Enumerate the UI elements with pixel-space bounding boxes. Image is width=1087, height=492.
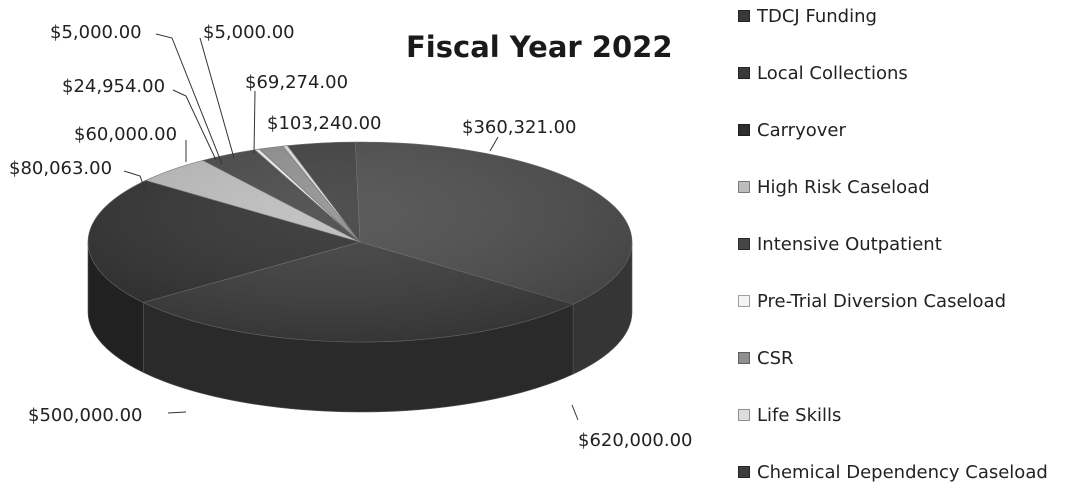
data-label-local-collections: $500,000.00 — [28, 405, 143, 426]
leader-line — [172, 89, 217, 161]
legend-label: High Risk Caseload — [757, 176, 930, 198]
legend-swatch — [738, 295, 750, 307]
data-label-intensive-outpatient: $60,000.00 — [74, 124, 177, 145]
leader-line — [167, 411, 187, 414]
legend-item: Carryover — [738, 115, 846, 145]
leader-line — [199, 37, 235, 159]
data-label-csr: $24,954.00 — [62, 76, 165, 97]
legend-swatch — [738, 466, 750, 478]
legend-item: Pre-Trial Diversion Caseload — [738, 286, 1006, 316]
leader-line — [123, 170, 147, 193]
leader-line — [571, 404, 579, 421]
chart-title: Fiscal Year 2022 — [406, 30, 673, 64]
legend-label: TDCJ Funding — [757, 5, 877, 27]
data-label-life-skills: $5,000.00 — [203, 22, 295, 43]
legend-label: Carryover — [757, 119, 846, 141]
data-label-carryover: $360,321.00 — [462, 117, 577, 138]
leader-line — [253, 90, 256, 155]
legend-item: High Risk Caseload — [738, 172, 930, 202]
legend-label: Local Collections — [757, 62, 908, 84]
pie-top-shading — [88, 142, 632, 342]
legend-label: Intensive Outpatient — [757, 233, 942, 255]
legend-swatch — [738, 238, 750, 250]
pie-top — [87, 141, 633, 343]
leader-line — [489, 136, 499, 152]
data-label-tdcj-funding: $620,000.00 — [578, 430, 693, 451]
label-leaders — [123, 33, 579, 421]
legend-item: Chemical Dependency Caseload — [738, 457, 1048, 487]
legend-label: CSR — [757, 347, 794, 369]
legend-swatch — [738, 352, 750, 364]
legend-item: Intensive Outpatient — [738, 229, 942, 259]
legend-swatch — [738, 67, 750, 79]
legend-item: Life Skills — [738, 400, 841, 430]
data-labels: $620,000.00 $500,000.00 $360,321.00 $80,063… — [9, 22, 693, 451]
legend-swatch — [738, 124, 750, 136]
legend-label: Life Skills — [757, 404, 842, 426]
legend-swatch — [738, 181, 750, 193]
leader-line — [155, 33, 223, 165]
legend-item: CSR — [738, 343, 794, 373]
legend-item: TDCJ Funding — [738, 1, 877, 31]
data-label-high-risk-caseload: $80,063.00 — [9, 158, 112, 179]
legend-label: Pre-Trial Diversion Caseload — [757, 290, 1006, 312]
data-label-pre-trial-diversion-caseload: $5,000.00 — [50, 22, 142, 43]
legend-label: Chemical Dependency Caseload — [757, 461, 1048, 483]
data-label-chemical-dependency-caseload: $69,274.00 — [245, 72, 348, 93]
data-label-extra: $103,240.00 — [267, 113, 382, 134]
legend-swatch — [738, 409, 750, 421]
legend-swatch — [738, 10, 750, 22]
legend-item: Local Collections — [738, 58, 908, 88]
